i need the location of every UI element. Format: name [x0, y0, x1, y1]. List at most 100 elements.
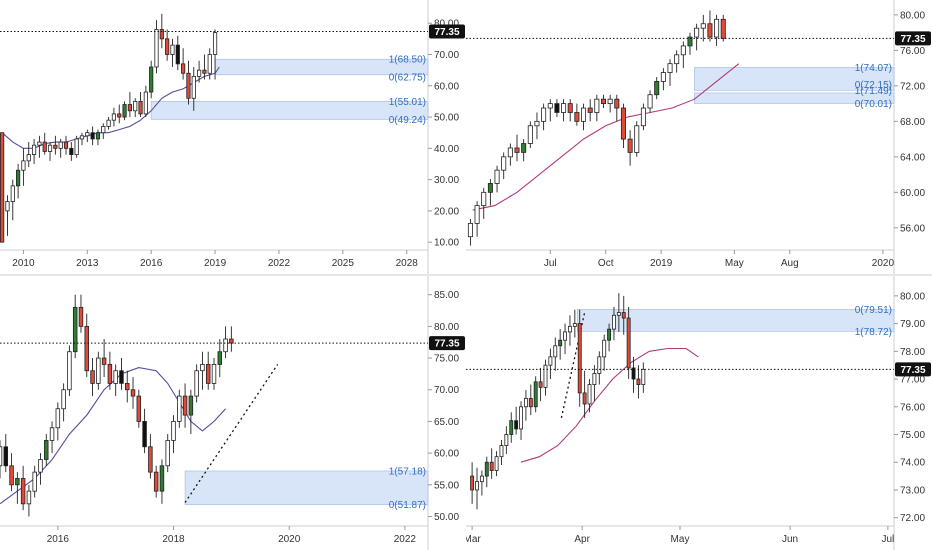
candle-body — [641, 368, 646, 385]
candle — [182, 383, 188, 428]
candle-body — [42, 141, 47, 152]
candle — [32, 465, 37, 498]
candle-body — [154, 29, 159, 68]
candle-body — [15, 478, 20, 486]
candle-body — [494, 169, 500, 184]
candle-body — [181, 63, 186, 74]
candle — [577, 309, 582, 407]
y-tick-label: 80.00 — [900, 10, 925, 21]
candle-body — [125, 383, 130, 391]
chart-svg-p2[interactable]: 56.00 60.00 64.00 68.00 72.00 76.00 80.00 Jul Oc… — [466, 0, 932, 274]
x-tick-label: Jun — [782, 534, 798, 545]
candle — [607, 94, 613, 113]
chart-panel-top-right[interactable]: 56.00 60.00 64.00 68.00 72.00 76.00 80.00 Jul Oc… — [466, 0, 932, 274]
fib-level-label: 0(62.75) — [389, 73, 426, 84]
candle-body — [58, 141, 63, 149]
candle — [574, 103, 580, 126]
chart-panel-bottom-left[interactable]: 50.00 55.00 60.00 65.00 70.00 75.00 80.00 85.00… — [0, 276, 466, 550]
candle-body — [90, 370, 95, 384]
candle-body — [133, 101, 138, 112]
candle-body — [674, 54, 680, 65]
candle — [74, 135, 79, 158]
x-tick-label: 2019 — [650, 258, 673, 269]
candle-body — [159, 29, 164, 40]
candle-body — [202, 69, 207, 74]
chart-svg-p4[interactable]: 72.00 73.00 74.00 75.00 76.00 77.00 78.00 79.00… — [466, 276, 932, 550]
candle — [640, 103, 646, 131]
x-tick-label: 2025 — [332, 258, 355, 269]
candle-body — [142, 421, 147, 448]
chart-panel-top-left[interactable]: 10.00 20.00 30.00 40.00 50.00 60.00 70.00 80.00… — [0, 0, 466, 274]
candle-body — [582, 392, 587, 405]
x-tick-label: 2022 — [394, 534, 417, 545]
chart-svg-p3[interactable]: 50.00 55.00 60.00 65.00 70.00 75.00 80.00 85.00… — [0, 276, 466, 550]
candle — [96, 351, 101, 390]
candle — [200, 351, 205, 390]
y-tick-label: 50.00 — [434, 113, 459, 124]
candle-body — [106, 119, 111, 127]
candle-body — [519, 406, 523, 430]
candle — [594, 94, 600, 122]
candle — [202, 54, 207, 80]
candle — [49, 421, 55, 454]
candle-body — [95, 132, 101, 140]
candle — [587, 379, 592, 413]
candle — [626, 306, 631, 380]
chart-panel-bottom-right[interactable]: 72.00 73.00 74.00 75.00 76.00 77.00 78.00 79.00… — [466, 276, 932, 550]
candle — [634, 121, 640, 157]
chart-svg-p1[interactable]: 10.00 20.00 30.00 40.00 50.00 60.00 70.00 80.00… — [0, 0, 466, 274]
y-tick-label: 72.00 — [900, 513, 925, 524]
last-price-label: 77.35 — [900, 34, 925, 45]
x-tick-label: 2022 — [268, 258, 291, 269]
candle-body — [165, 38, 170, 55]
candle-body — [547, 103, 553, 109]
candle-body — [567, 325, 572, 333]
candle — [641, 362, 646, 393]
candle-body — [479, 475, 484, 483]
candle — [67, 345, 72, 397]
y-tick-label: 74.00 — [900, 458, 925, 469]
fib-level-label: 1(71.49) — [855, 86, 892, 97]
candle — [148, 434, 153, 479]
candle — [212, 29, 218, 80]
candle — [101, 339, 107, 378]
candle-body — [554, 103, 560, 113]
candle — [660, 68, 666, 91]
candle-body — [714, 18, 720, 38]
y-tick-label: 60.00 — [434, 81, 459, 92]
candle-body — [501, 156, 507, 171]
candle — [621, 295, 626, 335]
candle — [474, 201, 480, 237]
candle-body — [481, 191, 487, 207]
candle — [72, 294, 78, 359]
candle-body — [200, 363, 205, 372]
candle — [481, 187, 487, 219]
candle — [177, 389, 182, 428]
candle — [700, 14, 706, 42]
candle — [26, 484, 32, 517]
candle-body — [90, 132, 95, 140]
candle — [69, 142, 74, 161]
candle-body — [119, 370, 124, 384]
y-tick-label: 80.00 — [900, 291, 925, 302]
moving-average-line — [0, 367, 227, 505]
fib-level-label: 0(49.24) — [389, 115, 426, 126]
candle-body — [660, 72, 666, 82]
candle — [541, 103, 547, 131]
candle-body — [687, 36, 693, 47]
candle-body — [78, 306, 84, 327]
x-tick-label: Mar — [466, 534, 481, 545]
candle — [133, 98, 138, 118]
candle-body — [509, 420, 514, 435]
candle-body — [636, 378, 641, 385]
candle-body — [10, 185, 15, 202]
y-tick-label: 60.00 — [900, 188, 925, 199]
candle — [538, 367, 543, 402]
candle-body — [20, 478, 26, 505]
candle-body — [55, 408, 61, 429]
candle-body — [680, 45, 686, 56]
fib-level-label: 1(57.18) — [389, 466, 426, 477]
y-tick-label: 70.00 — [434, 385, 459, 396]
candle-body — [504, 434, 509, 446]
candle — [37, 135, 42, 158]
